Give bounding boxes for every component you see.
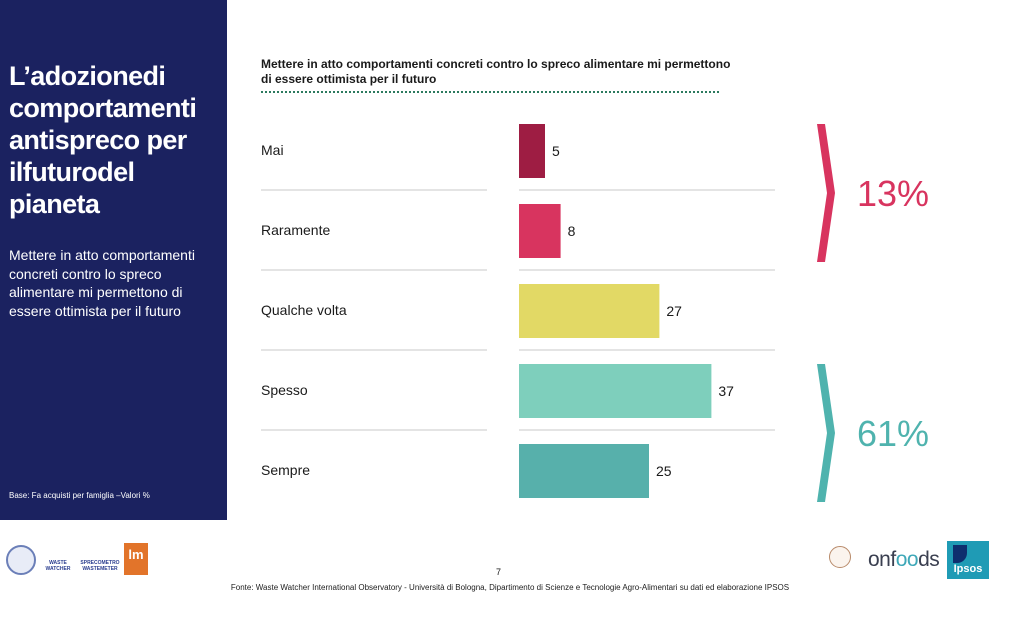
onfoods-o: oo [895,548,919,571]
sprecometro-label: SPRECOMETRO WASTEMETER [80,560,120,572]
category-label: Raramente [261,222,330,238]
slide-title: L’adozionedi comportamenti antispreco pe… [9,61,197,219]
chart-title: Mettere in atto comportamenti concreti c… [261,57,731,86]
value-label: 8 [568,223,576,239]
slide-subtitle: Mettere in atto comportamenti concreti c… [9,247,195,319]
value-label: 37 [718,383,734,399]
value-label: 25 [656,463,672,479]
base-note: Base: Fa acquisti per famiglia –Valori % [9,491,150,500]
onfoods-logo: onfoods [868,548,940,572]
page-number: 7 [496,567,502,577]
source-note: Fonte: Waste Watcher International Obser… [230,583,790,592]
value-label: 27 [666,303,682,319]
ipsos-logo: Ipsos [947,541,989,579]
category-label: Qualche volta [261,302,347,318]
bar [519,124,545,178]
onfoods-prefix: onf [868,548,896,571]
observatory-seal-logo [6,545,36,575]
ipsos-label: Ipsos [953,563,983,575]
lm-logo: lm [124,543,148,575]
university-seal-logo [829,546,851,568]
bar [519,444,649,498]
sprecometro-logo: SPRECOMETRO WASTEMETER [80,544,120,574]
waste-watcher-logo: WASTE WATCHER [40,544,76,574]
group-percent-label: 13% [857,173,929,214]
group-bracket [817,124,835,262]
bar [519,204,561,258]
category-label: Spesso [261,382,308,398]
left-panel: L’adozionedi comportamenti antispreco pe… [0,0,227,520]
bar [519,284,660,338]
bar [519,364,712,418]
group-percent-label: 61% [857,413,929,454]
title-divider [261,91,719,93]
category-label: Mai [261,142,284,158]
group-bracket [817,364,835,502]
waste-watcher-label: WASTE WATCHER [45,560,71,572]
category-label: Sempre [261,462,310,478]
value-label: 5 [552,143,560,159]
onfoods-suffix: ds [918,548,940,571]
